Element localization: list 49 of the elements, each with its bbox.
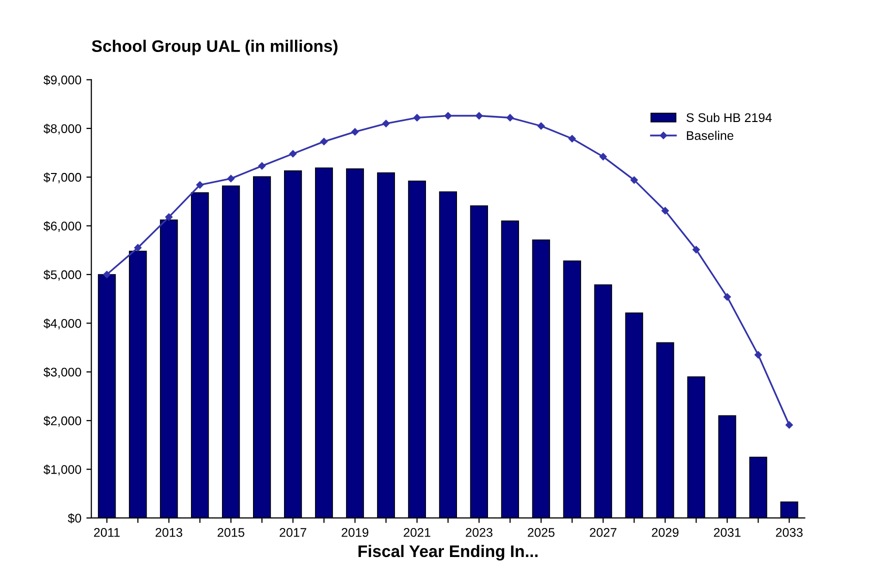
point [258,162,266,170]
y-tick-label: $0 [68,513,82,524]
point [103,270,110,278]
x-tick-label: 2019 [342,528,368,537]
x-tick-label: 2029 [652,528,678,537]
point [165,213,173,221]
x-tick-label: 2013 [156,528,182,537]
y-tick-label: $1,000 [44,464,82,476]
chart-title: School Group UAL (in millions) [92,40,338,56]
y-tick-label: $6,000 [44,221,82,232]
point [227,174,235,182]
x-tick-label: 2025 [528,528,554,537]
point [475,112,483,120]
point [754,351,762,358]
point [599,153,607,160]
point [568,135,576,142]
point [320,138,328,146]
x-tick-label: 2021 [404,528,430,537]
x-axis-title: Fiscal Year Ending In... [358,544,538,561]
x-tick-label: 2011 [94,528,120,537]
y-tick-label: $3,000 [44,367,82,378]
point [382,120,390,128]
y-tick-label: $7,000 [44,172,82,184]
x-tick-label: 2031 [714,528,740,537]
y-tick-label: $2,000 [44,416,82,427]
point [537,122,545,130]
point [724,293,731,301]
point [786,421,793,429]
x-tick-label: 2023 [466,528,492,537]
legend-label: Baseline [686,130,734,140]
point [630,176,638,184]
point [134,244,142,252]
y-tick-label: $8,000 [44,124,82,135]
point [506,114,514,122]
point [692,246,700,254]
point [289,150,297,158]
y-tick-label: $5,000 [44,270,82,281]
y-tick-label: $9,000 [44,75,82,86]
point [662,207,669,214]
point [351,128,359,136]
point [444,112,452,120]
x-tick-label: 2015 [218,528,244,537]
x-tick-label: 2033 [776,528,803,537]
point [413,114,421,122]
y-tick-label: $4,000 [44,318,82,330]
x-tick-label: 2027 [590,528,616,537]
legend-label: S Sub HB 2194 [686,112,772,122]
x-tick-label: 2017 [280,528,306,537]
point [196,181,204,189]
